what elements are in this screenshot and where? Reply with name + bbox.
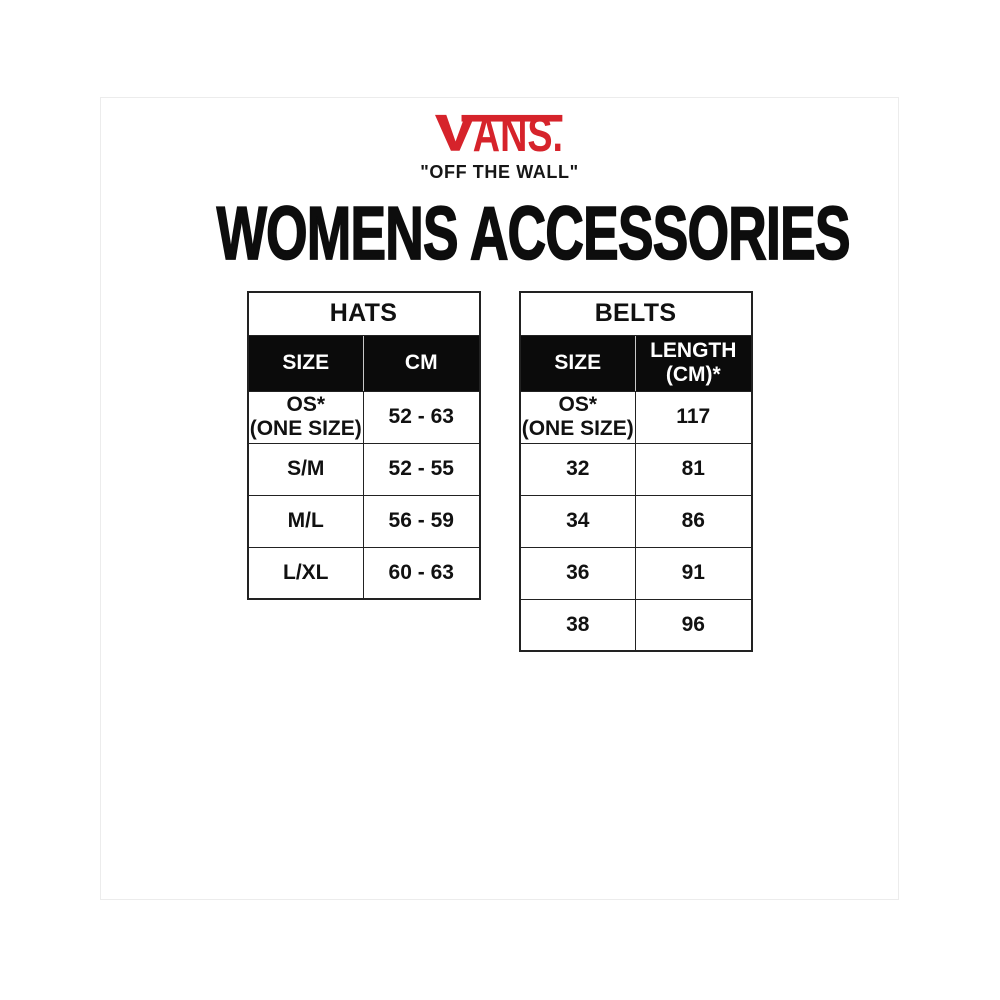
value-cell: 91 — [635, 546, 752, 600]
value-cell: 96 — [635, 598, 752, 652]
value-cell: 56 - 59 — [363, 494, 480, 548]
vans-logo: ANS. "OFF THE WALL" — [101, 112, 898, 183]
size-cell: 36 — [519, 546, 636, 600]
value-cell: 117 — [635, 390, 752, 444]
size-cell: M/L — [247, 494, 364, 548]
table-title: BELTS — [519, 291, 752, 336]
value-cell: 52 - 55 — [363, 442, 480, 496]
table-row: 38 96 — [519, 598, 752, 652]
column-header-cm: CM — [363, 334, 480, 392]
table-row: M/L 56 - 59 — [247, 494, 480, 548]
size-tables: HATS SIZE CM OS* (ONE SIZE) 52 - 63 S/M … — [101, 291, 898, 652]
column-header-size: SIZE — [247, 334, 364, 392]
table-row: 34 86 — [519, 494, 752, 548]
page-title: WOMENS ACCESSORIES — [216, 191, 851, 275]
table-row: L/XL 60 - 63 — [247, 546, 480, 600]
value-cell: 60 - 63 — [363, 546, 480, 600]
value-cell: 86 — [635, 494, 752, 548]
vans-logo-overbar — [461, 114, 562, 122]
size-cell: 32 — [519, 442, 636, 496]
column-header-length-cm: LENGTH (CM)* — [635, 334, 752, 392]
table-row: 32 81 — [519, 442, 752, 496]
value-cell: 81 — [635, 442, 752, 496]
vans-logo-icon: ANS. — [434, 112, 563, 155]
table-row: S/M 52 - 55 — [247, 442, 480, 496]
size-cell: OS* (ONE SIZE) — [247, 390, 364, 444]
size-cell: 34 — [519, 494, 636, 548]
table-row: 36 91 — [519, 546, 752, 600]
vans-logo-ans-text: ANS. — [472, 112, 562, 155]
vans-logo-v-shape — [434, 114, 472, 151]
table-title: HATS — [247, 291, 480, 336]
table-row: OS* (ONE SIZE) 52 - 63 — [247, 390, 480, 444]
size-cell: OS* (ONE SIZE) — [519, 390, 636, 444]
table-title-row: HATS — [247, 291, 480, 336]
brand-tagline: "OFF THE WALL" — [420, 162, 579, 182]
value-cell: 52 - 63 — [363, 390, 480, 444]
content-card: ANS. "OFF THE WALL" WOMENS ACCESSORIES H… — [100, 97, 899, 900]
table-row: OS* (ONE SIZE) 117 — [519, 390, 752, 444]
hats-table: HATS SIZE CM OS* (ONE SIZE) 52 - 63 S/M … — [246, 291, 481, 600]
size-cell: L/XL — [247, 546, 364, 600]
table-title-row: BELTS — [519, 291, 752, 336]
size-cell: 38 — [519, 598, 636, 652]
column-header-size: SIZE — [519, 334, 636, 392]
belts-table: BELTS SIZE LENGTH (CM)* OS* (ONE SIZE) 1… — [518, 291, 753, 652]
size-cell: S/M — [247, 442, 364, 496]
table-header-row: SIZE CM — [247, 334, 480, 392]
table-header-row: SIZE LENGTH (CM)* — [519, 334, 752, 392]
